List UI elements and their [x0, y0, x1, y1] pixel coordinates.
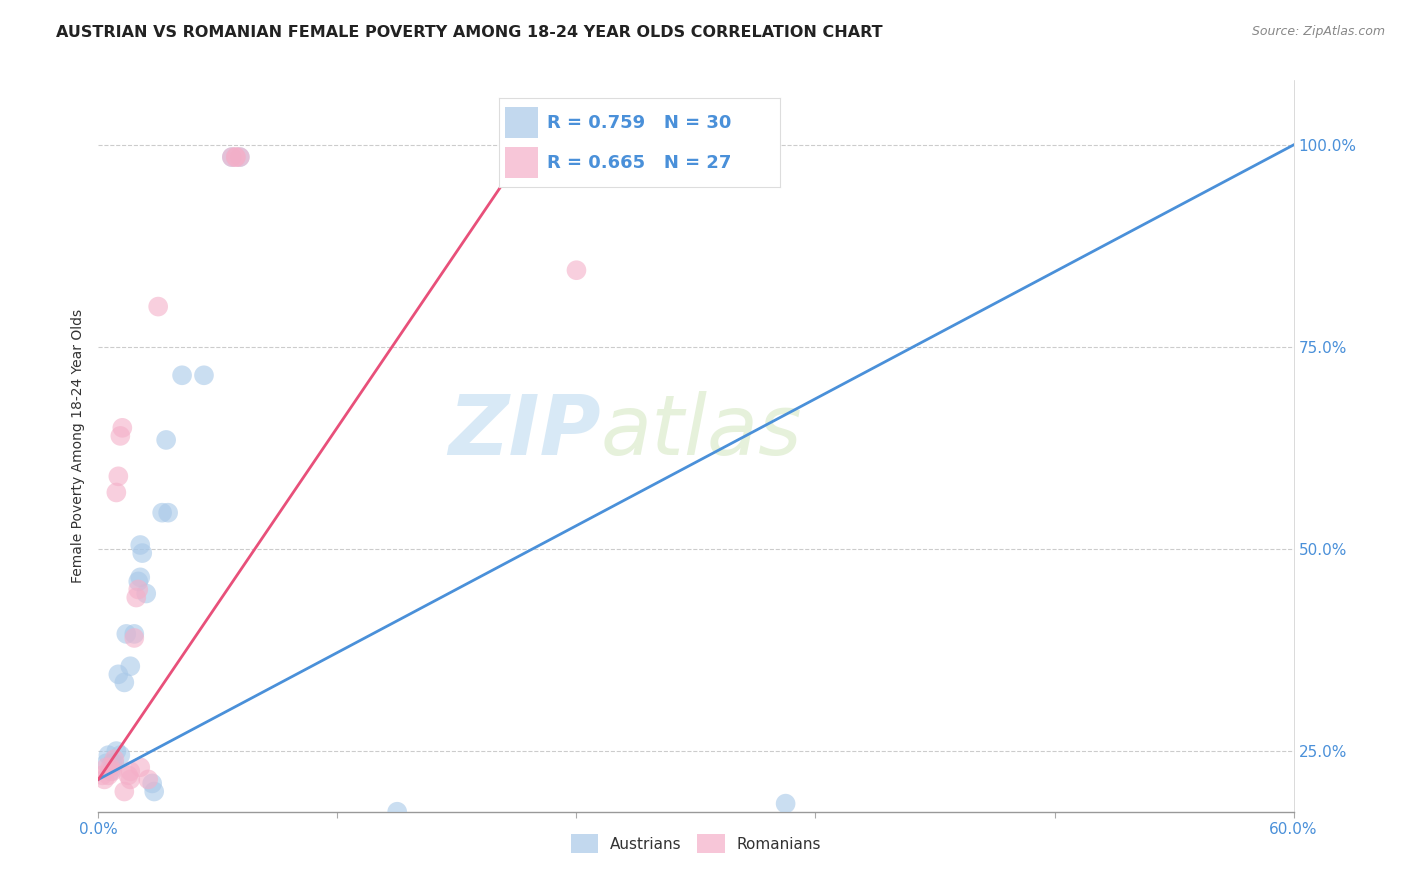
Point [150, 506, 173, 520]
Y-axis label: Female Poverty Among 18-24 Year Olds: Female Poverty Among 18-24 Year Olds [70, 309, 84, 583]
Point [110, 748, 132, 763]
Point [112, 784, 135, 798]
Point [105, 485, 128, 500]
Point [229, 150, 252, 164]
Point [136, 772, 159, 787]
Point [97, 768, 120, 782]
Text: R = 0.665   N = 27: R = 0.665 N = 27 [547, 153, 731, 172]
Point [155, 433, 177, 447]
Point [97, 748, 120, 763]
Point [96, 760, 118, 774]
Point [225, 150, 247, 164]
Point [117, 768, 139, 782]
Point [101, 756, 124, 771]
Point [229, 150, 252, 164]
Point [107, 667, 129, 681]
Point [565, 263, 588, 277]
Point [193, 368, 215, 383]
Bar [505, 147, 538, 178]
Point [120, 772, 142, 787]
Point [98, 760, 122, 774]
Point [148, 300, 170, 314]
Point [101, 764, 124, 779]
Point [157, 506, 180, 520]
Point [115, 627, 138, 641]
Point [221, 150, 243, 164]
Point [91, 768, 114, 782]
Point [135, 586, 157, 600]
Point [96, 756, 118, 771]
Point [125, 591, 148, 605]
Point [129, 570, 152, 584]
Text: R = 0.759   N = 30: R = 0.759 N = 30 [547, 113, 731, 132]
Point [385, 805, 409, 819]
Point [103, 752, 125, 766]
Point [131, 546, 153, 560]
Point [129, 760, 152, 774]
Point [555, 150, 578, 164]
Point [120, 659, 142, 673]
Point [103, 756, 125, 771]
Text: ZIP: ZIP [447, 391, 600, 472]
Point [172, 368, 194, 383]
Point [124, 631, 146, 645]
Point [93, 772, 115, 787]
Bar [505, 107, 538, 138]
Point [98, 764, 122, 779]
Point [120, 764, 142, 779]
Text: AUSTRIAN VS ROMANIAN FEMALE POVERTY AMONG 18-24 YEAR OLDS CORRELATION CHART: AUSTRIAN VS ROMANIAN FEMALE POVERTY AMON… [56, 25, 883, 40]
Point [110, 429, 132, 443]
Point [143, 784, 166, 798]
Point [105, 744, 128, 758]
Point [579, 150, 602, 164]
Point [221, 150, 243, 164]
Text: Source: ZipAtlas.com: Source: ZipAtlas.com [1251, 25, 1385, 38]
Text: atlas: atlas [600, 391, 801, 472]
Point [127, 574, 149, 589]
Legend: Austrians, Romanians: Austrians, Romanians [564, 828, 828, 859]
Point [225, 150, 247, 164]
Point [111, 421, 134, 435]
Point [112, 675, 135, 690]
Point [107, 469, 129, 483]
Point [124, 627, 146, 641]
Point [775, 797, 797, 811]
Point [129, 538, 152, 552]
Point [565, 150, 588, 164]
Point [127, 582, 149, 597]
Point [141, 776, 163, 790]
